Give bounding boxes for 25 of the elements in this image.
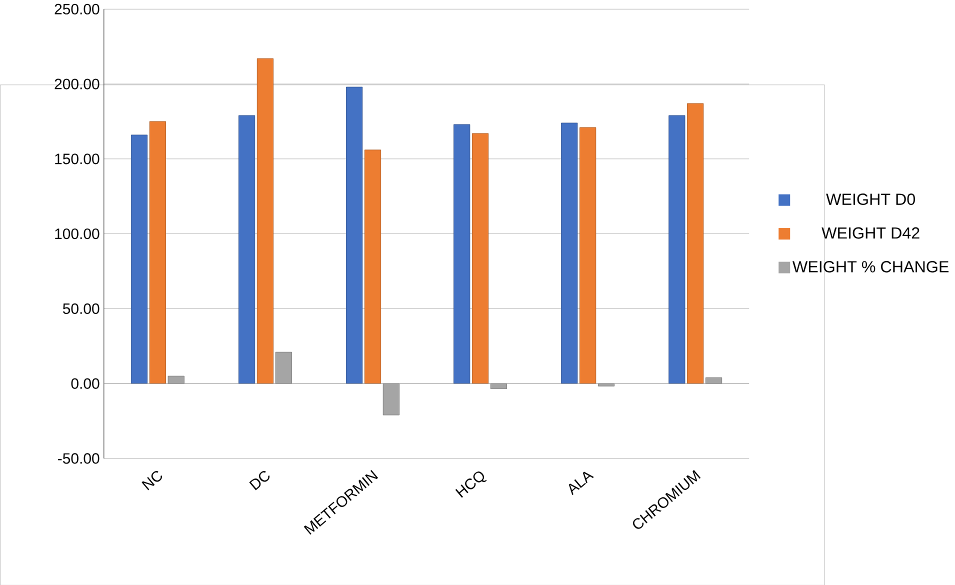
y-tick-label: -50.00 <box>58 452 100 464</box>
bar <box>454 124 470 384</box>
x-tick-label: NC <box>142 470 162 490</box>
legend-label: WEIGHT D0 <box>826 193 916 205</box>
legend-label: WEIGHT D42 <box>822 227 920 239</box>
bar <box>472 133 489 384</box>
bar <box>130 134 148 384</box>
x-tick-label: ALA <box>568 472 594 495</box>
bar <box>364 149 382 384</box>
bar <box>346 86 363 384</box>
y-tick-label: 250.00 <box>54 4 100 14</box>
bar <box>580 127 596 384</box>
y-tick-label: 0.00 <box>71 378 100 389</box>
bar <box>256 58 274 384</box>
y-tick-label: 100.00 <box>55 228 100 239</box>
y-tick-label: 50.00 <box>62 303 100 314</box>
bar <box>561 122 578 384</box>
x-tick-label: DC <box>249 470 270 490</box>
bar <box>687 103 704 384</box>
legend-label: WEIGHT % CHANGE <box>792 260 949 272</box>
y-tick-label: 200.00 <box>54 78 100 90</box>
bar <box>149 121 166 384</box>
bar <box>668 115 686 384</box>
bar <box>238 115 256 384</box>
y-tick-label: 150.00 <box>55 153 100 164</box>
